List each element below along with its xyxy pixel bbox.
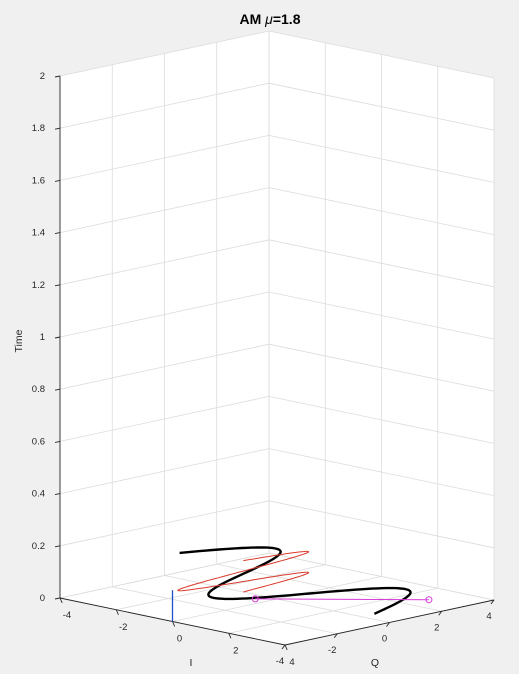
grid-line-z-left: [59, 135, 270, 181]
z-tick-mark: [54, 127, 61, 130]
grid-line-z-left: [59, 239, 270, 286]
z-axis-label: Time: [13, 329, 25, 352]
grid-line-z-right: [268, 82, 495, 131]
z-tick-label: 1.6: [32, 175, 45, 186]
y-tick-label: -4: [276, 656, 284, 667]
z-tick-label: 1.4: [32, 228, 45, 239]
y-tick-mark: [333, 633, 338, 639]
x-tick-mark: [115, 609, 119, 615]
grid-line-z-left: [59, 500, 270, 547]
grid-line-z-right: [268, 343, 495, 392]
x-tick-mark: [172, 621, 176, 627]
y-tick-label: 0: [382, 634, 387, 645]
iq-projection-line: [255, 598, 429, 601]
trajectory-line: [179, 546, 412, 615]
z-tick-mark: [54, 232, 61, 235]
q-time-projection-line: [177, 550, 310, 593]
z-tick-label: 0: [40, 593, 45, 604]
gridlines: [59, 30, 495, 646]
y-tick-mark: [386, 622, 390, 627]
grid-line-z-left: [59, 30, 270, 77]
x-tick-mark: [284, 644, 288, 651]
z-tick-label: 0.8: [32, 384, 45, 395]
y-tick-mark: [490, 599, 495, 605]
x-tick-mark: [228, 633, 232, 639]
z-tick-mark: [54, 336, 61, 339]
grid-line-z-left: [59, 343, 270, 390]
x-tick-label: 0: [177, 634, 182, 645]
x-tick-label: 2: [233, 645, 238, 656]
iq-projection-marker: [251, 595, 259, 603]
z-tick-label: 0.4: [32, 489, 45, 500]
y-axis-label: Q: [371, 657, 379, 669]
grid-line-z-left: [59, 82, 270, 129]
grid-line-z-right: [268, 552, 495, 601]
z-tick-label: 1: [40, 332, 45, 343]
z-tick-mark: [54, 388, 61, 391]
z-tick-mark: [54, 284, 61, 287]
z-tick-label: 0.2: [32, 541, 45, 552]
grid-line-z-left: [59, 448, 270, 494]
y-tick-mark: [438, 610, 443, 616]
grid-line-y-floor: [112, 586, 338, 635]
x-tick-label: 4: [289, 657, 294, 668]
y-tick-mark: [281, 644, 286, 650]
grid-line-z-right: [268, 135, 495, 183]
x-tick-mark: [59, 597, 63, 604]
z-tick-label: 0.6: [32, 436, 45, 447]
iq-projection-marker: [425, 596, 433, 604]
z-tick-mark: [54, 179, 61, 182]
z-tick-mark: [54, 75, 61, 78]
grid-line-z-right: [268, 500, 495, 549]
grid-line-z-left: [59, 291, 270, 338]
grid-line-z-left: [59, 396, 270, 442]
y-tick-label: 4: [486, 611, 491, 622]
z-tick-mark: [54, 545, 61, 548]
grid-line-z-left: [59, 552, 270, 599]
grid-line-z-right: [268, 291, 495, 340]
grid-line-z-right: [268, 239, 495, 288]
chart-title: AM μ=1.8: [240, 11, 301, 27]
z-tick-label: 2: [40, 71, 45, 82]
grid-line-z-right: [268, 396, 495, 444]
y-tick-label: 2: [434, 622, 439, 633]
grid-line-z-right: [268, 187, 495, 235]
z-tick-mark: [54, 440, 61, 443]
axes-background: [60, 31, 494, 645]
data-series: [171, 546, 433, 622]
x-tick-label: -2: [119, 622, 127, 633]
grid-line-z-left: [59, 187, 270, 233]
z-tick-mark: [54, 597, 61, 600]
z-tick-mark: [54, 493, 61, 496]
y-tick-label: -2: [328, 645, 336, 656]
tick-labels: -4 -2 0 2 4 -4 -2 0 2 4 0 0.2 0.4 0.6 0.8 1 1.2 1.4 1.6 1.8…: [32, 71, 495, 668]
grid-line-z-right: [268, 30, 495, 79]
x-axis-label: I: [190, 657, 193, 669]
grid-line-z-right: [268, 448, 495, 496]
x-tick-label: -4: [63, 610, 71, 621]
z-tick-label: 1.8: [32, 123, 45, 134]
grid-line-y-floor: [216, 563, 442, 612]
z-tick-label: 1.2: [32, 280, 45, 291]
